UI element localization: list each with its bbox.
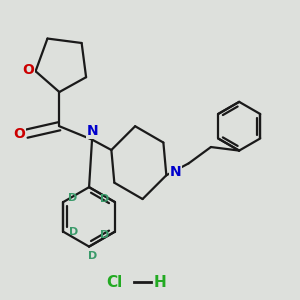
Text: N: N	[169, 165, 181, 179]
Text: D: D	[68, 194, 77, 203]
Text: H: H	[154, 275, 167, 290]
Text: N: N	[87, 124, 99, 138]
Text: D: D	[100, 194, 109, 204]
Text: D: D	[100, 230, 109, 240]
Text: Cl: Cl	[106, 275, 122, 290]
Text: O: O	[22, 63, 34, 77]
Text: O: O	[13, 127, 25, 141]
Text: D: D	[88, 250, 97, 260]
Text: D: D	[69, 227, 78, 237]
